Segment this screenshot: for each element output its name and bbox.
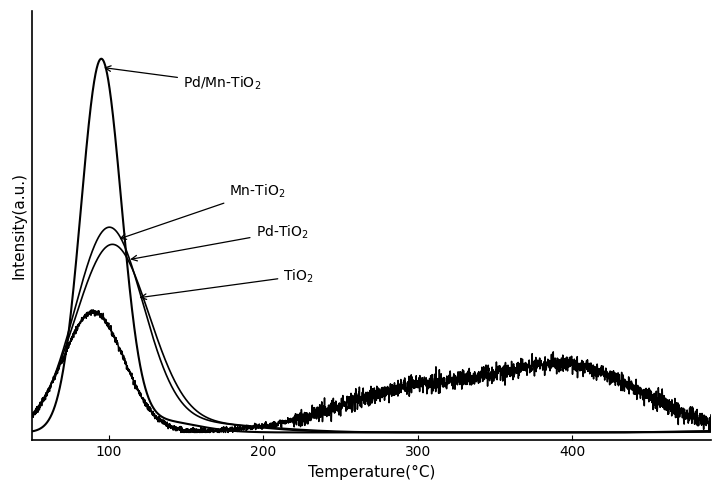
Text: Mn-TiO$_2$: Mn-TiO$_2$ — [121, 183, 286, 239]
X-axis label: Temperature(°C): Temperature(°C) — [308, 465, 435, 480]
Y-axis label: Intensity(a.u.): Intensity(a.u.) — [11, 172, 26, 279]
Text: TiO$_2$: TiO$_2$ — [141, 267, 314, 300]
Text: Pd-TiO$_2$: Pd-TiO$_2$ — [131, 223, 308, 261]
Text: Pd/Mn-TiO$_2$: Pd/Mn-TiO$_2$ — [105, 66, 261, 92]
